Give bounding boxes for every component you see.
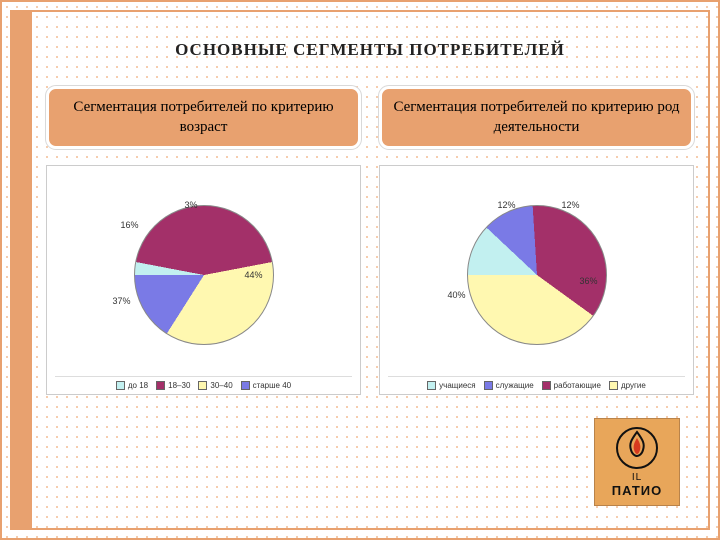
legend-item: другие (609, 381, 646, 390)
charts-row: Сегментация потребителей по критерию воз… (46, 86, 694, 395)
left-chart-header: Сегментация потребителей по критерию воз… (46, 86, 361, 149)
pie-slice-label: 37% (113, 296, 131, 306)
logo-brand: ПАТИО (612, 483, 662, 498)
page-title: ОСНОВНЫЕ СЕГМЕНТЫ ПОТРЕБИТЕЛЕЙ (46, 40, 694, 60)
legend-item: 30–40 (198, 381, 232, 390)
legend-swatch (542, 381, 551, 390)
left-pie: 3%44%37%16% (134, 205, 274, 345)
legend-swatch (241, 381, 250, 390)
legend-item: служащие (484, 381, 534, 390)
legend-label: работающие (554, 381, 601, 390)
pie-slice-label: 12% (498, 200, 516, 210)
legend-label: другие (621, 381, 646, 390)
pie-slice-label: 12% (562, 200, 580, 210)
outer-frame: ОСНОВНЫЕ СЕГМЕНТЫ ПОТРЕБИТЕЛЕЙ Сегментац… (0, 0, 720, 540)
pie-slice-label: 40% (448, 290, 466, 300)
legend-item: учащиеся (427, 381, 475, 390)
legend-label: 30–40 (210, 381, 232, 390)
pie-slice-label: 44% (245, 270, 263, 280)
right-chart-header: Сегментация потребителей по критерию род… (379, 86, 694, 149)
left-pie-wrap: 3% 44% 37% 16% (55, 174, 352, 376)
pie-slice-label: 36% (580, 276, 598, 286)
legend-swatch (484, 381, 493, 390)
legend-item: 18–30 (156, 381, 190, 390)
legend-swatch (198, 381, 207, 390)
pie-slice-label: 3% (185, 200, 198, 210)
legend-item: старше 40 (241, 381, 291, 390)
left-legend: до 18 18–30 30–40 старше 40 (55, 376, 352, 390)
right-pie: 12%12%36%40% (467, 205, 607, 345)
pie-slice-label: 16% (121, 220, 139, 230)
right-legend: учащиеся служащие работающие другие (388, 376, 685, 390)
flame-icon (615, 426, 659, 470)
legend-label: старше 40 (253, 381, 291, 390)
legend-label: 18–30 (168, 381, 190, 390)
content-area: ОСНОВНЫЕ СЕГМЕНТЫ ПОТРЕБИТЕЛЕЙ Сегментац… (32, 12, 708, 528)
inner-frame: ОСНОВНЫЕ СЕГМЕНТЫ ПОТРЕБИТЕЛЕЙ Сегментац… (10, 10, 710, 530)
legend-swatch (116, 381, 125, 390)
right-column: Сегментация потребителей по критерию род… (379, 86, 694, 395)
left-chart-box: 3% 44% 37% 16% до 18 18–30 30–40 старше 40 (46, 165, 361, 395)
legend-swatch (609, 381, 618, 390)
legend-label: до 18 (128, 381, 148, 390)
legend-swatch (427, 381, 436, 390)
left-column: Сегментация потребителей по критерию воз… (46, 86, 361, 395)
brand-logo: IL ПАТИО (594, 418, 680, 506)
right-chart-box: 12% 12% 36% 40% учащиеся служащие работающие д… (379, 165, 694, 395)
legend-label: учащиеся (439, 381, 475, 390)
legend-label: служащие (496, 381, 534, 390)
right-pie-wrap: 12% 12% 36% 40% (388, 174, 685, 376)
logo-il: IL (632, 472, 642, 483)
legend-item: работающие (542, 381, 601, 390)
left-accent-bar (12, 12, 32, 528)
legend-swatch (156, 381, 165, 390)
legend-item: до 18 (116, 381, 148, 390)
